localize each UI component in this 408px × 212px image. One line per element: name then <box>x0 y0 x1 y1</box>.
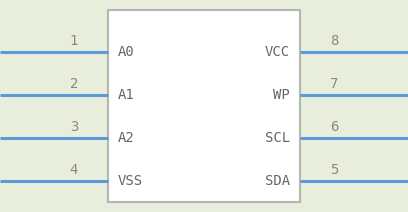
Text: 8: 8 <box>330 34 338 48</box>
Text: 7: 7 <box>330 77 338 91</box>
Text: 1: 1 <box>70 34 78 48</box>
Text: SCL: SCL <box>265 131 290 145</box>
Bar <box>108 10 300 202</box>
Text: VCC: VCC <box>265 45 290 59</box>
Text: 2: 2 <box>70 77 78 91</box>
Text: A2: A2 <box>118 131 135 145</box>
Text: 6: 6 <box>330 120 338 134</box>
Text: SDA: SDA <box>265 174 290 188</box>
Text: 4: 4 <box>70 163 78 177</box>
Text: A1: A1 <box>118 88 135 102</box>
Text: VSS: VSS <box>118 174 143 188</box>
Text: 3: 3 <box>70 120 78 134</box>
Text: A0: A0 <box>118 45 135 59</box>
Text: WP: WP <box>273 88 290 102</box>
Text: 5: 5 <box>330 163 338 177</box>
